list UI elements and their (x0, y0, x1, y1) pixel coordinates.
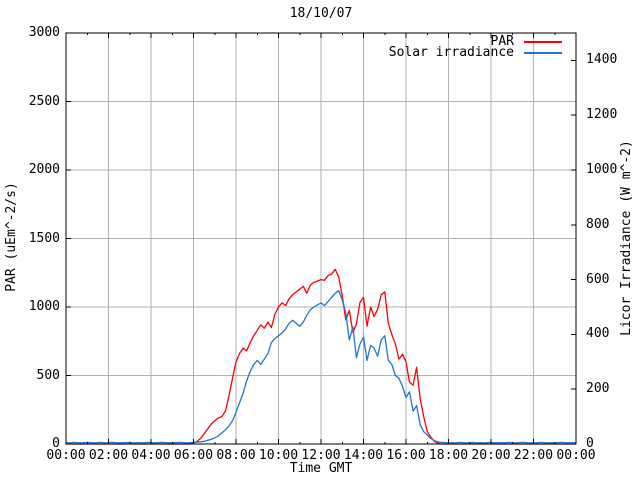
y-right-tick-label: 200 (586, 381, 610, 397)
y-right-tick-label: 0 (586, 436, 594, 451)
y-left-tick-label: 1000 (28, 299, 60, 314)
legend: PAR Solar irradiance (388, 34, 562, 60)
y-left-tick-label: 2500 (28, 93, 60, 109)
y-left-tick-label: 500 (36, 367, 60, 383)
y-right-tick-label: 400 (586, 326, 610, 342)
y-left-tick-label: 2000 (28, 162, 60, 177)
x-tick-label: 12:00 (301, 448, 341, 463)
x-tick-label: 06:00 (173, 448, 214, 463)
x-tick-label: 02:00 (88, 448, 129, 463)
y-left-tick-label: 3000 (28, 25, 60, 40)
legend-line-sample-par (524, 40, 562, 43)
y-right-tick-label: 1000 (586, 162, 618, 177)
y-right-tick-label: 1200 (586, 107, 618, 123)
x-tick-label: 20:00 (471, 448, 511, 463)
x-tick-label: 18:00 (428, 448, 469, 463)
chart-title: 18/10/07 (289, 6, 353, 21)
x-axis-label: Time GMT (289, 461, 353, 476)
y-left-tick-label: 0 (52, 436, 60, 451)
x-tick-label: 04:00 (131, 448, 171, 463)
y-right-tick-label: 600 (586, 271, 610, 287)
y-right-tick-label: 800 (586, 216, 610, 232)
x-tick-label: 00:00 (46, 448, 86, 463)
y-right-axis-label: Licor Irradiance (W m^-2) (619, 140, 634, 336)
legend-item-solar: Solar irradiance (388, 45, 562, 60)
x-tick-label: 10:00 (258, 448, 299, 463)
x-tick-label: 08:00 (216, 448, 256, 463)
legend-label-solar: Solar irradiance (388, 45, 514, 60)
x-tick-label: 22:00 (513, 448, 554, 463)
y-left-tick-label: 1500 (28, 230, 60, 246)
legend-label-par: PAR (490, 34, 514, 49)
x-tick-label: 14:00 (343, 448, 384, 463)
y-right-tick-label: 1400 (586, 52, 618, 68)
x-tick-label: 16:00 (386, 448, 426, 463)
x-tick-label: 00:00 (556, 448, 596, 463)
legend-line-sample-solar (524, 51, 562, 54)
legend-item-par: PAR (389, 34, 562, 49)
